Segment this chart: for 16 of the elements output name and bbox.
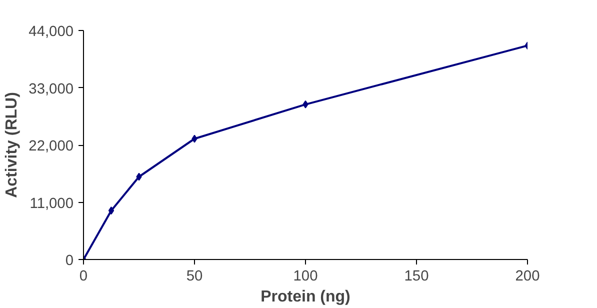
y-tick-label: 33,000	[28, 81, 74, 98]
y-tick-label: 0	[65, 253, 74, 269]
y-tick-label: 11,000	[30, 196, 74, 212]
x-axis-title: Protein (ng)	[260, 288, 350, 306]
y-tick-label: 44,000	[28, 24, 74, 40]
point	[192, 134, 198, 143]
point	[108, 206, 114, 215]
y-tick-label: 22,000	[28, 138, 74, 154]
x-tick-label: 200	[515, 268, 540, 284]
x-tick-label: 0	[79, 268, 88, 284]
x-tick-label: 150	[404, 268, 429, 284]
x-tick-label: 50	[186, 268, 203, 284]
point	[136, 172, 142, 181]
x-tick-label: 100	[293, 268, 318, 284]
y-axis-title: Activity (RLU)	[4, 92, 21, 198]
point	[302, 100, 308, 108]
